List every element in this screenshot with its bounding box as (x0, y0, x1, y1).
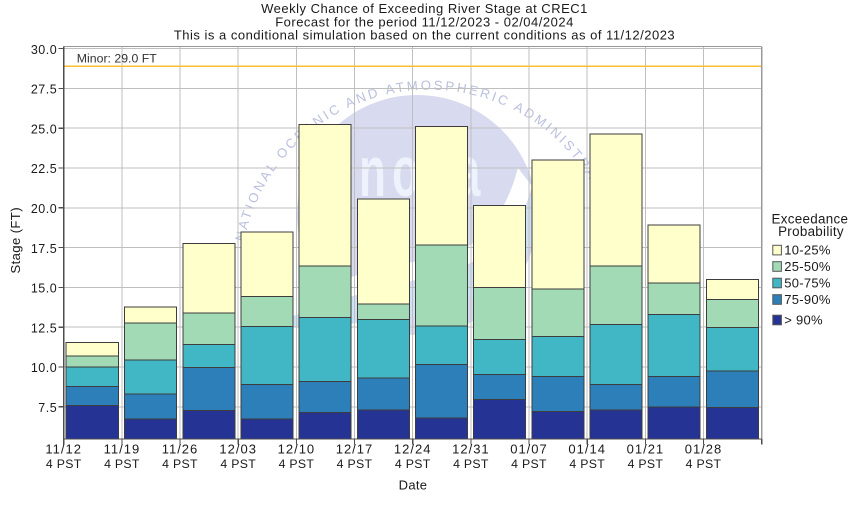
svg-text:01/21: 01/21 (627, 442, 665, 457)
svg-text:Forecast for the period 11/12/: Forecast for the period 11/12/2023 - 02/… (275, 14, 574, 29)
svg-text:01/07: 01/07 (510, 442, 548, 457)
svg-text:4 PST: 4 PST (46, 457, 82, 471)
svg-text:4 PST: 4 PST (686, 457, 722, 471)
svg-text:This is a conditional simulati: This is a conditional simulation based o… (174, 28, 675, 43)
svg-text:10.0: 10.0 (31, 361, 57, 375)
svg-text:4 PST: 4 PST (220, 457, 256, 471)
svg-text:4 PST: 4 PST (104, 457, 140, 471)
svg-text:4 PST: 4 PST (337, 457, 373, 471)
svg-text:12/17: 12/17 (336, 442, 374, 457)
svg-text:75-90%: 75-90% (784, 292, 831, 307)
svg-text:25-50%: 25-50% (784, 259, 831, 274)
svg-text:15.0: 15.0 (31, 282, 57, 296)
svg-text:Stage (FT): Stage (FT) (8, 207, 23, 274)
svg-text:Probability: Probability (778, 224, 844, 239)
svg-text:01/14: 01/14 (568, 442, 606, 457)
svg-text:4 PST: 4 PST (162, 457, 198, 471)
svg-text:10-25%: 10-25% (784, 243, 831, 258)
svg-text:27.5: 27.5 (31, 83, 57, 97)
svg-text:11/26: 11/26 (162, 442, 199, 457)
svg-text:4 PST: 4 PST (453, 457, 489, 471)
svg-text:4 PST: 4 PST (569, 457, 605, 471)
svg-text:4 PST: 4 PST (511, 457, 547, 471)
svg-text:22.5: 22.5 (31, 162, 57, 176)
svg-text:12/03: 12/03 (219, 442, 257, 457)
svg-text:Weekly Chance of Exceeding Riv: Weekly Chance of Exceeding River Stage a… (261, 1, 588, 16)
svg-text:11/12: 11/12 (45, 442, 82, 457)
svg-text:30.0: 30.0 (31, 43, 57, 57)
svg-text:11/19: 11/19 (104, 442, 141, 457)
svg-text:4 PST: 4 PST (628, 457, 664, 471)
svg-text:12.5: 12.5 (31, 321, 57, 335)
svg-text:12/24: 12/24 (394, 442, 432, 457)
svg-text:50-75%: 50-75% (784, 276, 831, 291)
svg-text:12/10: 12/10 (278, 442, 316, 457)
svg-text:> 90%: > 90% (784, 313, 823, 328)
svg-text:Minor: 29.0 FT: Minor: 29.0 FT (77, 52, 157, 66)
svg-text:01/28: 01/28 (685, 442, 723, 457)
svg-text:Date: Date (399, 478, 428, 493)
svg-text:7.5: 7.5 (38, 401, 57, 415)
svg-text:12/31: 12/31 (452, 442, 490, 457)
svg-text:25.0: 25.0 (31, 122, 57, 136)
svg-text:4 PST: 4 PST (395, 457, 431, 471)
svg-text:Exceedance: Exceedance (772, 212, 849, 227)
svg-text:20.0: 20.0 (31, 202, 57, 216)
svg-text:4 PST: 4 PST (279, 457, 315, 471)
svg-text:17.5: 17.5 (31, 242, 57, 256)
